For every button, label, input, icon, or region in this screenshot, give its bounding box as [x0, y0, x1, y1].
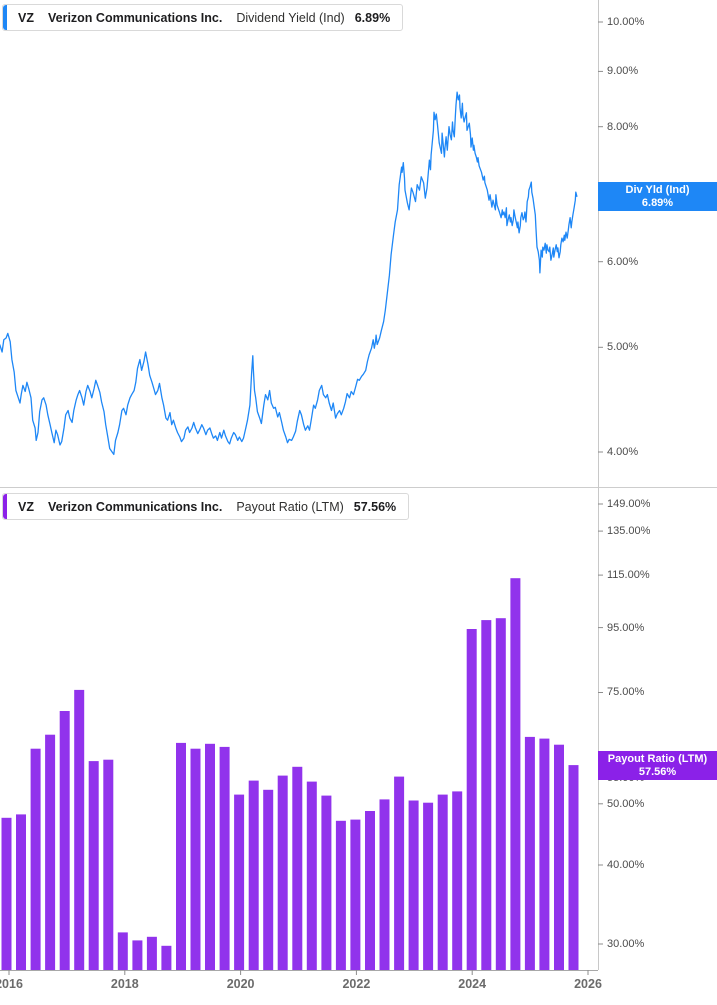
payout-ratio-bar[interactable]	[205, 743, 215, 970]
payout-ratio-bar[interactable]	[234, 794, 245, 970]
payout-axis-tick-label: 95.00%	[607, 621, 645, 634]
payout-ratio-bar[interactable]	[146, 936, 157, 970]
payout-ratio-bar[interactable]	[481, 620, 492, 970]
payout-ratio-bar[interactable]	[452, 791, 463, 970]
yield-axis-tick-label: 5.00%	[607, 341, 639, 354]
payout-ratio-bar[interactable]	[408, 800, 419, 971]
year-tick-label: 2020	[226, 977, 255, 991]
dividend-yield-line[interactable]	[0, 91, 578, 456]
payout-axis-tick-label: 135.00%	[607, 525, 651, 538]
payout-ratio-bar[interactable]	[394, 776, 405, 970]
yield-axis-tick-label: 8.00%	[607, 120, 639, 133]
payout-ratio-flag-label: Payout Ratio (LTM)	[607, 753, 708, 765]
payout-ratio-bar[interactable]	[292, 766, 303, 970]
year-tick-label: 2016	[0, 977, 23, 991]
payout-ratio-bar[interactable]	[1, 817, 12, 970]
panel2-company-name: Verizon Communications Inc.	[47, 499, 223, 514]
payout-ratio-bar[interactable]	[161, 945, 172, 970]
payout-ratio-bar[interactable]	[568, 765, 579, 970]
yield-axis-tick-label: 10.00%	[607, 16, 645, 28]
payout-ratio-bar[interactable]	[30, 748, 41, 970]
payout-axis-tick-label: 115.00%	[607, 569, 650, 582]
panel2-metric-value: 57.56%	[353, 499, 397, 514]
panel1-metric-value: 6.89%	[354, 10, 391, 25]
payout-ratio-bar[interactable]	[59, 711, 70, 970]
year-tick-label: 2018	[110, 977, 139, 991]
payout-axis-tick-label: 75.00%	[607, 686, 645, 699]
panel1-metric-name: Dividend Yield (Ind)	[236, 10, 345, 25]
payout-ratio-bar[interactable]	[190, 748, 201, 970]
payout-ratio-bar[interactable]	[524, 736, 535, 970]
payout-ratio-bar[interactable]	[16, 814, 26, 970]
year-tick-label: 2022	[342, 977, 371, 991]
payout-axis-tick-label: 40.00%	[607, 859, 645, 872]
div-yld-flag-label: Div Yld (Ind)	[625, 184, 690, 196]
panel1-accent-bar	[3, 5, 7, 30]
payout-ratio-bar[interactable]	[554, 744, 564, 970]
panel2-header[interactable]: VZ Verizon Communications Inc. Payout Ra…	[2, 493, 410, 520]
payout-ratio-bar[interactable]	[321, 795, 332, 970]
payout-ratio-bar[interactable]	[365, 811, 375, 970]
payout-ratio-bar[interactable]	[539, 738, 550, 970]
year-tick-label: 2026	[574, 977, 602, 991]
payout-ratio-bar[interactable]	[103, 759, 114, 970]
payout-ratio-bar[interactable]	[437, 794, 448, 970]
payout-ratio-bar[interactable]	[74, 689, 85, 970]
payout-ratio-bar[interactable]	[263, 789, 274, 970]
payout-ratio-bar[interactable]	[176, 742, 186, 970]
payout-ratio-bar[interactable]	[117, 932, 128, 970]
yield-axis-tick-label: 9.00%	[607, 65, 639, 78]
payout-ratio-bar[interactable]	[277, 775, 288, 970]
panel2-accent-bar	[3, 494, 7, 519]
panel2-metric-name: Payout Ratio (LTM)	[236, 499, 344, 514]
panel2-ticker: VZ	[18, 499, 34, 514]
payout-ratio-bar[interactable]	[132, 940, 143, 970]
payout-axis-tick-label: 149.00%	[607, 498, 651, 510]
payout-ratio-flag-value: 57.56%	[638, 766, 677, 778]
payout-ratio-bar[interactable]	[423, 802, 434, 970]
payout-ratio-bar[interactable]	[248, 780, 259, 970]
payout-ratio-bar[interactable]	[466, 629, 477, 970]
payout-ratio-last-value-flag: Payout Ratio (LTM) 57.56%	[598, 751, 717, 780]
panel1-header[interactable]: VZ Verizon Communications Inc. Dividend …	[2, 4, 404, 31]
year-tick-label: 2024	[458, 977, 487, 991]
payout-ratio-bar[interactable]	[335, 820, 346, 970]
payout-axis-tick-label: 50.00%	[607, 797, 645, 810]
payout-ratio-bar[interactable]	[495, 618, 506, 970]
payout-ratio-bar[interactable]	[379, 799, 390, 970]
payout-ratio-bar[interactable]	[306, 781, 317, 970]
payout-axis-tick-label: 30.00%	[607, 938, 645, 950]
panel1-company-name: Verizon Communications Inc.	[47, 10, 223, 25]
panel1-ticker: VZ	[18, 10, 34, 25]
yield-axis-tick-label: 6.00%	[607, 255, 639, 268]
payout-ratio-bar[interactable]	[45, 734, 56, 970]
yield-axis-tick-label: 4.00%	[607, 446, 639, 458]
div-yld-flag-value: 6.89%	[641, 197, 674, 209]
payout-ratio-bar[interactable]	[350, 819, 361, 970]
div-yld-last-value-flag: Div Yld (Ind) 6.89%	[598, 182, 717, 211]
payout-ratio-bar[interactable]	[88, 761, 99, 970]
payout-ratio-bar[interactable]	[510, 578, 521, 970]
payout-ratio-bar[interactable]	[219, 746, 230, 970]
